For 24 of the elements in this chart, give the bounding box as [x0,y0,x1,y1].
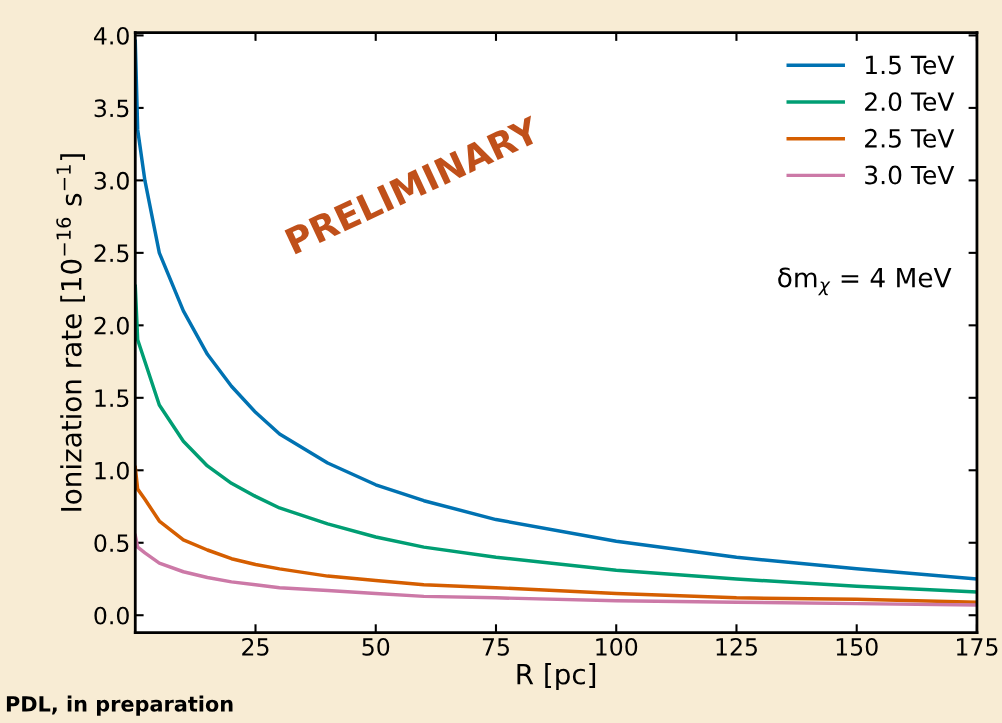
y-tick-label: 1.5 [95,389,129,408]
y-tick-label: 4.0 [94,26,129,45]
annotation: δm$_{χ}$ = 4 MeV [778,267,952,296]
y-tick-label: 2.0 [94,316,129,335]
legend-label: 3.0 TeV [865,165,955,185]
legend-label: 2.5 TeV [865,128,955,148]
y-tick-label: 1.0 [95,461,129,480]
y-tick-label: 0.0 [94,606,129,625]
y-tick-label: 3.5 [94,99,129,118]
y-tick-label: 2.5 [94,244,129,263]
y-tick-label: 3.0 [94,171,129,190]
x-tick-label: 125 [716,637,757,656]
legend-label: 2.0 TeV [865,92,955,112]
x-axis-title: R [pc] [517,663,596,690]
y-tick-label: 0.5 [94,534,129,553]
text: PDL, in preparation [6,695,233,716]
x-tick-label: 75 [482,638,509,656]
x-tick-label: 50 [362,637,390,656]
x-tick-label: 175 [957,638,998,656]
x-tick-label: 100 [596,637,638,656]
y-axis-title: Ionization rate [10$^{−16}$ s$^{−1}$] [56,154,85,511]
x-tick-label: 25 [242,637,269,656]
x-tick-label: 150 [836,637,878,656]
legend-label: 1.5 TeV [865,55,955,75]
